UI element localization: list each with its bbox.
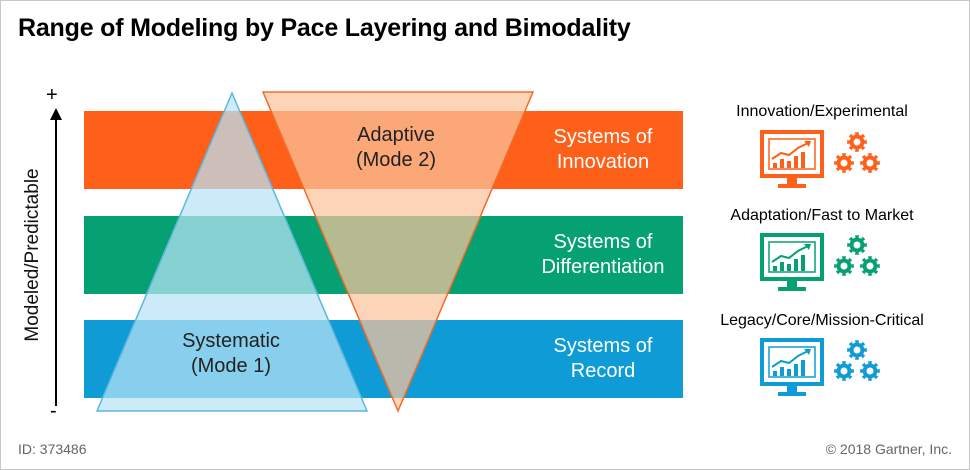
band-label-innovation: Systems of Innovation bbox=[518, 125, 688, 175]
band-label-line1: Systems of bbox=[553, 231, 653, 253]
figure-id: ID: 373486 bbox=[18, 441, 87, 457]
systematic-label-line1: Systematic bbox=[182, 330, 280, 352]
systematic-label: Systematic (Mode 1) bbox=[141, 329, 321, 379]
triangle-adaptive bbox=[261, 91, 535, 413]
monitor-chart-gears-icon bbox=[760, 233, 890, 300]
adaptive-label-line2: (Mode 2) bbox=[355, 149, 437, 171]
y-axis-minus-sign: - bbox=[50, 400, 57, 422]
y-axis-plus-sign: + bbox=[46, 84, 58, 106]
band-label-line2: Innovation bbox=[556, 151, 650, 173]
monitor-chart-gears-icon bbox=[760, 130, 890, 197]
category-label-innovation: Innovation/Experimental bbox=[736, 103, 908, 120]
triangle-systematic bbox=[95, 91, 369, 412]
band-label-differentiation: Systems of Differentiation bbox=[518, 230, 688, 280]
category-label-adaptation: Adaptation/Fast to Market bbox=[730, 207, 914, 224]
figure-title: Range of Modeling by Pace Layering and B… bbox=[18, 14, 631, 42]
band-label-line1: Systems of bbox=[553, 335, 653, 357]
adaptive-label-line1: Adaptive bbox=[357, 124, 435, 146]
band-label-line2: Differentiation bbox=[541, 256, 665, 278]
band-label-line2: Record bbox=[570, 360, 636, 382]
band-label-record: Systems of Record bbox=[518, 334, 688, 384]
copyright-notice: © 2018 Gartner, Inc. bbox=[825, 441, 952, 457]
monitor-chart-gears-icon bbox=[760, 338, 890, 405]
y-axis-arrow bbox=[50, 108, 62, 406]
band-label-line1: Systems of bbox=[553, 126, 653, 148]
category-label-legacy: Legacy/Core/Mission-Critical bbox=[720, 312, 924, 329]
adaptive-label: Adaptive (Mode 2) bbox=[306, 123, 486, 173]
systematic-label-line2: (Mode 1) bbox=[190, 355, 272, 377]
